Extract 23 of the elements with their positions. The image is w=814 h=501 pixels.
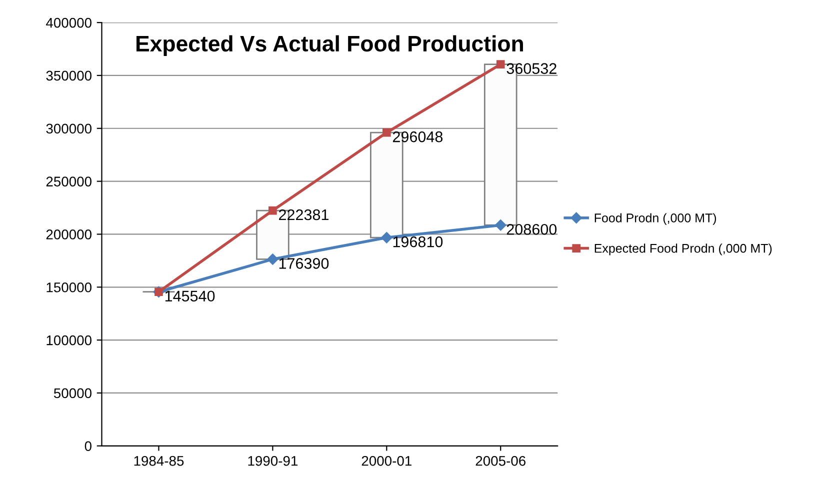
y-tick-label: 350000 [46,70,92,81]
data-label: 222381 [279,209,328,220]
text: Expected Vs Actual Food Production [136,35,523,56]
x-tick-label: 1990-91 [248,456,298,466]
data-label: 196810 [393,236,443,248]
data-label: 360532 [506,63,556,74]
x-tick-label: 1984-85 [134,456,184,466]
y-tick-label: 250000 [46,176,92,186]
data-label: 176390 [279,258,329,269]
legend-label: Food Prodn (,000 MT) [594,213,716,225]
y-tick-label: 400000 [46,18,92,28]
x-tick-label: 2000-01 [362,456,412,466]
y-tick-label: 100000 [46,335,92,346]
y-tick-label: 0 [84,441,92,452]
data-label: 208600 [506,224,557,235]
legend-label: Expected Food Prodn (,000 MT) [594,244,772,256]
y-tick-label: 200000 [46,230,92,240]
y-tick-label: 300000 [46,124,92,134]
y-tick-label: 150000 [46,282,92,292]
data-label: 296048 [392,131,443,142]
x-tick-label: 2005-06 [476,456,526,466]
data-label: 145540 [165,290,215,302]
y-tick-label: 50000 [54,388,92,398]
